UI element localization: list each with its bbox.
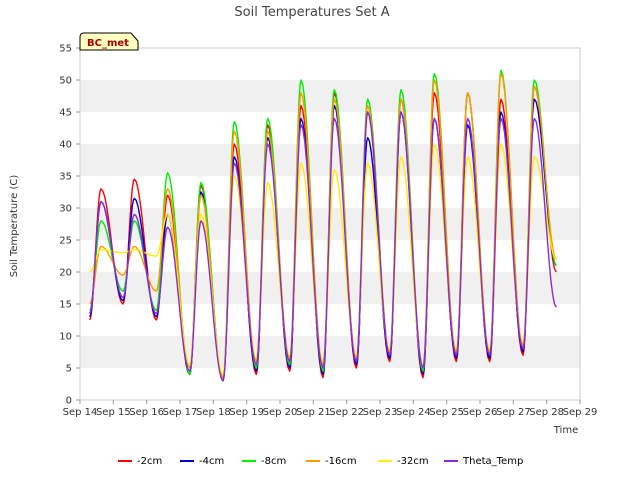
legend-label: -16cm	[325, 456, 357, 467]
site-badge: BC_met	[79, 32, 139, 51]
y-tick-label: 5	[66, 364, 72, 375]
legend-label: -4cm	[199, 456, 224, 467]
y-tick-label: 0	[66, 396, 72, 407]
y-tick-label: 35	[59, 172, 72, 183]
x-axis-label: Time	[553, 425, 578, 436]
chart-title: Soil Temperatures Set A	[234, 5, 389, 20]
y-tick-label: 40	[59, 140, 72, 151]
series-line-32cm	[89, 143, 557, 376]
x-tick-label: Sep 14	[63, 407, 98, 418]
x-tick-label: Sep 22	[329, 407, 364, 418]
legend-label: -32cm	[397, 456, 429, 467]
x-tick-label: Sep 28	[529, 407, 564, 418]
x-tick-label: Sep 25	[429, 407, 464, 418]
x-tick-label: Sep 19	[229, 407, 264, 418]
y-tick-label: 30	[59, 204, 72, 215]
legend-label: Theta_Temp	[462, 456, 523, 467]
legend-label: -8cm	[261, 456, 286, 467]
x-tick-label: Sep 26	[463, 407, 498, 418]
y-axis-label: Soil Temperature (C)	[9, 175, 20, 278]
y-tick-label: 55	[59, 44, 72, 55]
x-tick-label: Sep 16	[129, 407, 164, 418]
y-tick-label: 20	[59, 268, 72, 279]
x-tick-label: Sep 15	[96, 407, 131, 418]
site-badge-label: BC_met	[87, 38, 129, 49]
x-tick-label: Sep 29	[563, 407, 598, 418]
x-tick-label: Sep 24	[396, 407, 431, 418]
legend-label: -2cm	[137, 456, 162, 467]
y-tick-label: 50	[59, 76, 72, 87]
y-tick-label: 45	[59, 108, 72, 119]
series-line-thetatemp	[89, 111, 557, 382]
x-tick-label: Sep 20	[263, 407, 298, 418]
grid-band	[80, 80, 580, 112]
y-tick-label: 15	[59, 300, 72, 311]
y-tick-label: 10	[59, 332, 72, 343]
x-tick-label: Sep 17	[163, 407, 198, 418]
x-tick-label: Sep 21	[296, 407, 331, 418]
x-tick-label: Sep 27	[496, 407, 531, 418]
x-tick-label: Sep 23	[363, 407, 398, 418]
grid-band	[80, 272, 580, 304]
series-lines	[89, 69, 557, 382]
grid-band	[80, 336, 580, 368]
legend: -2cm -4cm -8cm -16cm -32cm Theta_Temp	[118, 456, 523, 467]
y-tick-label: 25	[59, 236, 72, 247]
x-tick-label: Sep 18	[196, 407, 231, 418]
plot-area	[79, 47, 581, 401]
